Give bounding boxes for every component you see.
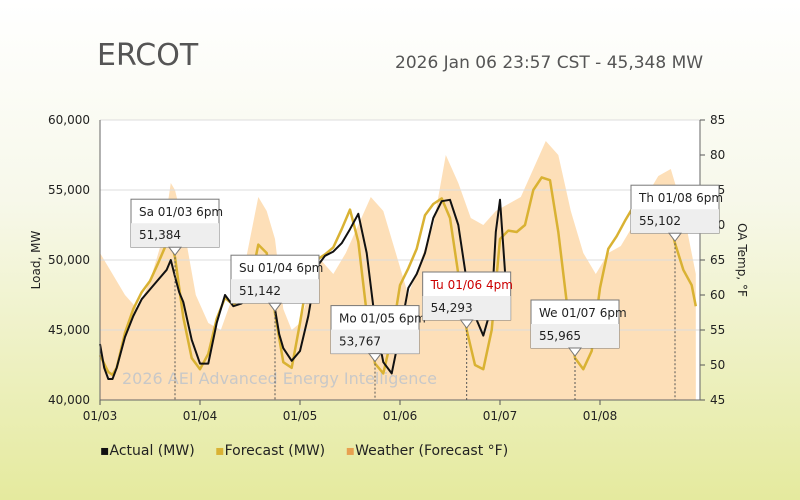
legend-weather-label: Weather (Forecast °F) — [355, 443, 509, 459]
peak-callout-label: We 01/07 6pm — [539, 306, 627, 320]
y2-tick-label: 45 — [710, 393, 725, 407]
y2-axis-title: OA Temp, °F — [735, 223, 749, 297]
legend-actual-label: Actual (MW) — [109, 443, 195, 459]
peak-callout-pointer — [168, 246, 182, 257]
x-tick-label: 01/08 — [583, 409, 618, 423]
legend-actual[interactable]: ▪Actual (MW) — [100, 443, 195, 459]
peak-callout-label: Sa 01/03 6pm — [139, 205, 223, 219]
y2-tick-label: 85 — [710, 113, 725, 127]
legend-forecast[interactable]: ▪Forecast (MW) — [215, 443, 326, 459]
peak-callout-value: 55,102 — [639, 214, 681, 228]
y2-tick-label: 50 — [710, 358, 725, 372]
y-tick-label: 40,000 — [48, 393, 90, 407]
legend-weather[interactable]: ▪Weather (Forecast °F) — [345, 443, 509, 459]
y-tick-label: 45,000 — [48, 323, 90, 337]
y-tick-label: 50,000 — [48, 253, 90, 267]
x-tick-label: 01/04 — [183, 409, 218, 423]
y2-tick-label: 60 — [710, 288, 725, 302]
peak-callout-value: 51,384 — [139, 228, 181, 242]
peak-callout-value: 51,142 — [239, 284, 281, 298]
chart-legend: ▪Actual (MW) ▪Forecast (MW) ▪Weather (Fo… — [100, 443, 524, 459]
peak-callout-shade — [131, 223, 219, 248]
y-tick-label: 60,000 — [48, 113, 90, 127]
current-load-timestamp: 2026 Jan 06 23:57 CST - 45,348 MW — [395, 53, 704, 73]
peak-callout-pointer — [459, 319, 474, 329]
peak-callout-value: 53,767 — [339, 335, 381, 349]
peak-callout-label: Th 01/08 6pm — [638, 191, 723, 205]
y-axis-title: Load, MW — [29, 231, 43, 290]
watermark-layer: 2026 AEI Advanced Energy Intelligence — [122, 369, 437, 388]
peak-callout-shade — [531, 324, 619, 348]
peak-callout-pointer — [268, 302, 282, 313]
peak-callout-pointer — [568, 347, 582, 357]
x-tick-label: 01/07 — [483, 409, 518, 423]
aei-watermark: 2026 AEI Advanced Energy Intelligence — [122, 369, 437, 388]
peak-callout-shade — [231, 279, 319, 304]
x-tick-label: 01/06 — [383, 409, 418, 423]
page-title: ERCOT — [97, 38, 199, 73]
peak-callout-pointer — [668, 232, 682, 243]
peak-callout-pointer — [368, 353, 382, 363]
y-tick-label: 55,000 — [48, 183, 90, 197]
peak-callout-value: 55,965 — [539, 329, 581, 343]
peak-callout-shade — [422, 296, 511, 320]
actual-line — [99, 198, 510, 380]
legend-forecast-label: Forecast (MW) — [224, 443, 326, 459]
y2-tick-label: 65 — [710, 253, 725, 267]
peak-callout-label: Tu 01/06 4pm — [430, 278, 513, 292]
annotation-layer: Sa 01/03 6pm 51,384 Su 01/04 6pm 51,142 Mo 0… — [130, 184, 723, 400]
x-tick-label: 01/03 — [83, 409, 118, 423]
peak-callout-label: Mo 01/05 6pm — [339, 312, 426, 326]
x-tick-label: 01/05 — [283, 409, 318, 423]
peak-callout-shade — [631, 209, 719, 234]
y2-tick-label: 80 — [710, 148, 725, 162]
peak-callout-value: 54,293 — [431, 301, 473, 315]
peak-callout-label: Su 01/04 6pm — [239, 261, 323, 275]
y2-tick-label: 55 — [710, 323, 725, 337]
axis-layer: 40,000 45,000 50,000 55,000 60,000 45 50 55 60 65… — [48, 113, 725, 423]
peak-callout-shade — [331, 329, 419, 354]
